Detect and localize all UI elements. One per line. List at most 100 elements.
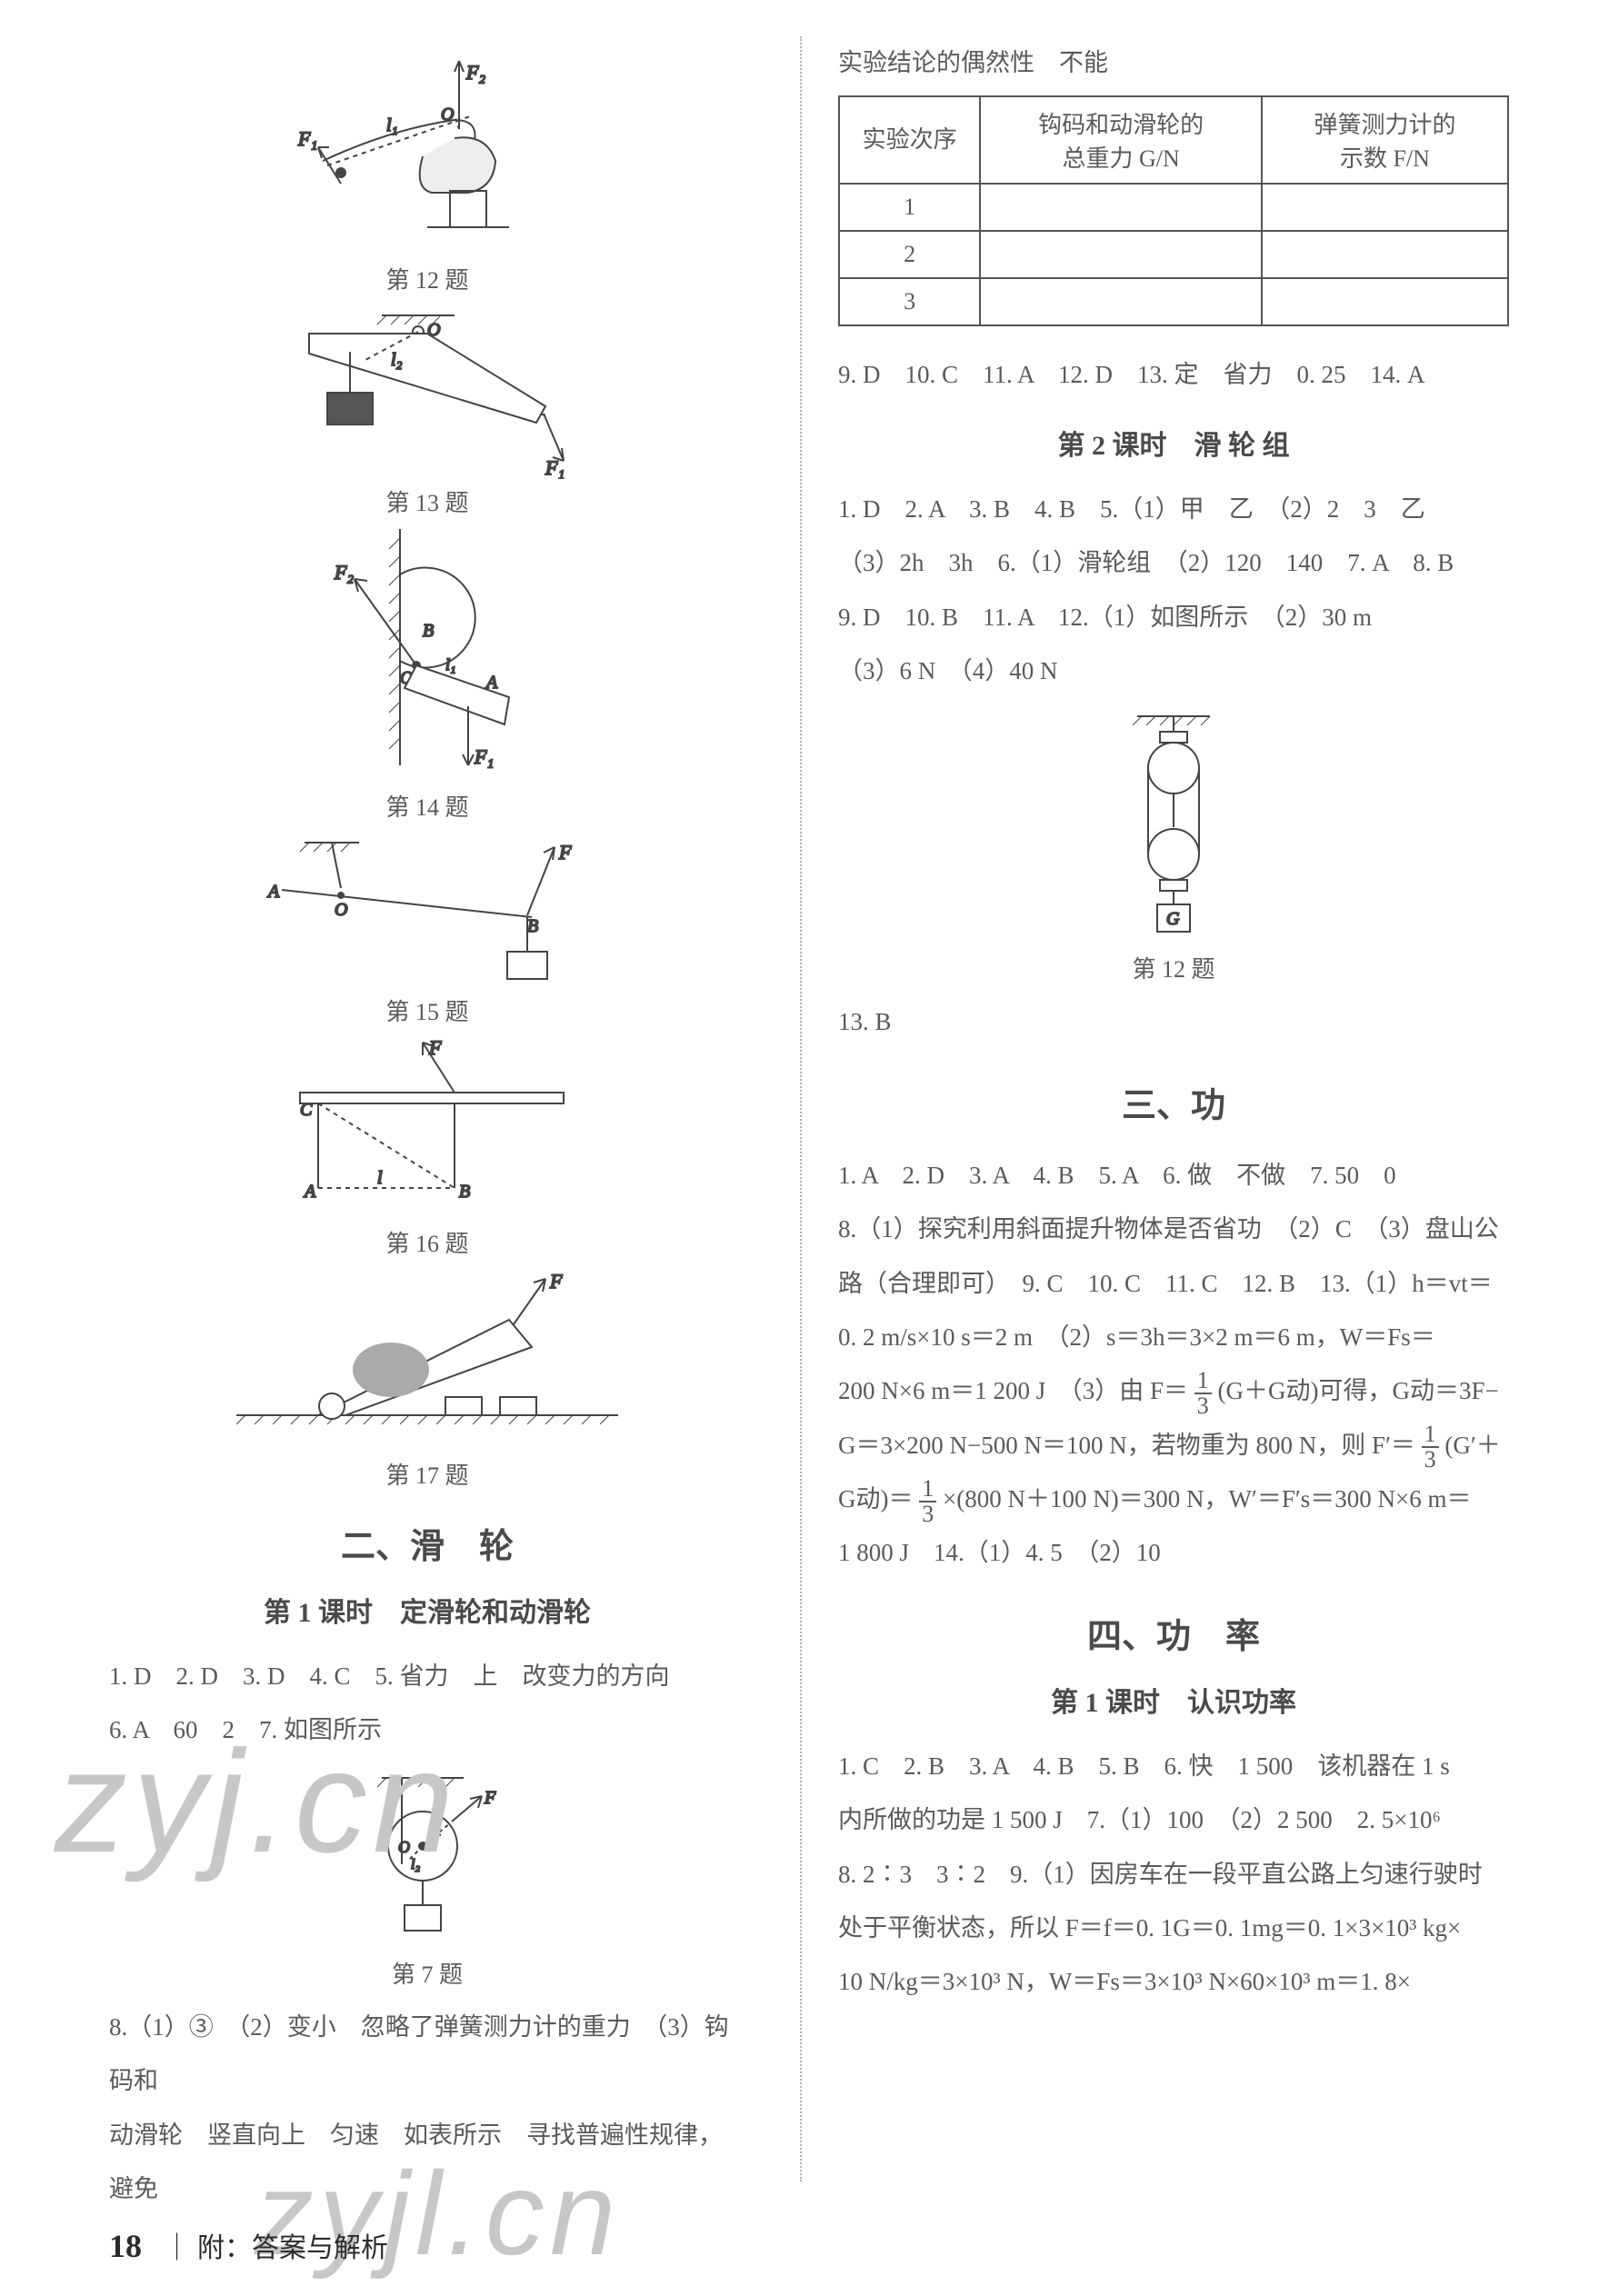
svg-text:A: A	[485, 673, 498, 693]
cell: 1	[839, 184, 980, 231]
table-row: 3	[839, 278, 1508, 325]
answer-line: 1. D 2. A 3. B 4. B 5.（1）甲 乙 （2）2 3 乙	[838, 483, 1509, 536]
svg-text:F₁: F₁	[474, 745, 494, 768]
cart-force-icon: F	[236, 1270, 618, 1452]
svg-text:B: B	[459, 1182, 470, 1202]
answer-line: 1. D 2. D 3. D 4. C 5. 省力 上 改变力的方向	[109, 1650, 745, 1703]
numerator: 1	[1422, 1423, 1439, 1448]
svg-text:G: G	[1166, 909, 1180, 929]
svg-text:F₁: F₁	[297, 127, 317, 150]
answer-line: 9. D 10. B 11. A 12.（1）如图所示 （2）30 m	[838, 591, 1509, 644]
section-3-title: 三、功	[838, 1077, 1509, 1127]
figure-13-caption: 第 13 题	[109, 484, 745, 518]
svg-text:F₁: F₁	[545, 456, 565, 479]
col-header: 钩码和动滑轮的 总重力 G/N	[980, 96, 1262, 184]
figure-12: F₂ F₁ l₁ O 第 12 题	[109, 47, 745, 295]
section-2-title: 二、滑 轮	[109, 1518, 745, 1568]
experiment-table: 实验次序 钩码和动滑轮的 总重力 G/N 弹簧测力计的 示数 F/N 1 2 3	[838, 95, 1509, 326]
figure-12-right-caption: 第 12 题	[838, 951, 1509, 984]
col-header-text: 钩码和动滑轮的 总重力 G/N	[1038, 112, 1204, 172]
fraction: 13	[1422, 1423, 1439, 1472]
figure-12-caption: 第 12 题	[109, 262, 745, 295]
fraction: 13	[919, 1477, 936, 1526]
svg-text:F: F	[484, 1788, 496, 1808]
svg-text:A: A	[266, 882, 280, 902]
svg-text:F₂: F₂	[334, 561, 354, 584]
cell: 2	[839, 231, 980, 278]
answer-line: 1 800 J 14.（1）4. 5 （2）10	[838, 1526, 1509, 1580]
figure-16: F C A B l 第 16 题	[109, 1038, 745, 1259]
page-number: 18	[109, 2228, 142, 2264]
answer-line: G＝3×200 N−500 N＝100 N，若物重为 800 N，则 F′＝ 1…	[838, 1419, 1509, 1472]
lever-crane-icon: O l₂ F₁	[273, 306, 582, 479]
lesson-1-title: 第 1 课时 定滑轮和动滑轮	[109, 1590, 745, 1630]
figure-7-caption: 第 7 题	[109, 1956, 745, 1990]
text-fragment: (G＋G动)可得，G动＝3F−	[1218, 1377, 1499, 1404]
figure-13: O l₂ F₁ 第 13 题	[109, 306, 745, 518]
answer-line: 6. A 60 2 7. 如图所示	[109, 1703, 745, 1757]
footer-sep: ｜	[164, 2233, 191, 2263]
answer-line: （3）2h 3h 6.（1）滑轮组 （2）120 140 7. A 8. B	[838, 536, 1509, 590]
text-fragment: 200 N×6 m＝1 200 J （3）由 F＝	[838, 1377, 1188, 1404]
answer-line: 实验结论的偶然性 不能	[838, 36, 1509, 90]
svg-text:F₂: F₂	[465, 61, 485, 84]
pulley-block-icon: G	[1110, 709, 1237, 945]
answer-line: 处于平衡状态，所以 F＝f＝0. 1G＝0. 1mg＝0. 1×3×10³ kg…	[838, 1902, 1509, 1955]
svg-text:O: O	[335, 900, 347, 920]
pulley-single-icon: O l₁ l₂ F	[336, 1769, 518, 1951]
footer-label: 附：答案与解析	[197, 2233, 388, 2263]
answer-line: 10 N/kg＝3×10³ N，W＝Fs＝3×10³ N×60×10³ m＝1.…	[838, 1955, 1509, 2009]
cell	[1262, 184, 1508, 231]
svg-text:F: F	[428, 1038, 442, 1059]
left-column: F₂ F₁ l₁ O 第 12 题	[109, 36, 745, 2181]
text-fragment: G＝3×200 N−500 N＝100 N，若物重为 800 N，则 F′＝	[838, 1432, 1415, 1459]
figure-12-right: G 第 12 题	[838, 709, 1509, 984]
text-fragment: G动)＝	[838, 1485, 914, 1512]
numerator: 1	[919, 1477, 936, 1502]
col-header: 实验次序	[839, 96, 980, 184]
cell	[1262, 231, 1508, 278]
figure-7: O l₁ l₂ F 第 7 题	[109, 1769, 745, 1990]
section-4-title: 四、功 率	[838, 1608, 1509, 1658]
page-footer: 18 ｜ 附：答案与解析	[109, 2225, 388, 2265]
denominator: 3	[1422, 1448, 1439, 1472]
figure-14: B O l₁ F₂ A F₁ 第 14 题	[109, 529, 745, 823]
cell	[980, 184, 1262, 231]
answer-line: 路（合理即可） 9. C 10. C 11. C 12. B 13.（1）h＝v…	[838, 1257, 1509, 1311]
svg-text:l₁: l₁	[432, 1821, 441, 1836]
col-header: 弹簧测力计的 示数 F/N	[1262, 96, 1508, 184]
rod-weight-icon: A O B F	[255, 834, 600, 988]
lesson-4-1-title: 第 1 课时 认识功率	[838, 1680, 1509, 1720]
svg-text:A: A	[303, 1182, 316, 1202]
right-column: 实验结论的偶然性 不能 实验次序 钩码和动滑轮的 总重力 G/N 弹簧测力计的 …	[800, 36, 1509, 2181]
answer-line: G动)＝ 13 ×(800 N＋100 N)＝300 N，W′＝F′s＝300 …	[838, 1472, 1509, 1526]
svg-text:F: F	[558, 841, 572, 863]
table-header-row: 实验次序 钩码和动滑轮的 总重力 G/N 弹簧测力计的 示数 F/N	[839, 96, 1508, 184]
svg-text:F: F	[549, 1270, 563, 1293]
answer-line: 8.（1）探究利用斜面提升物体是否省功 （2）C （3）盘山公	[838, 1203, 1509, 1256]
answer-line: 8. 2∶3 3∶2 9.（1）因房车在一段平直公路上匀速行驶时	[838, 1848, 1509, 1902]
col-header-text: 弹簧测力计的 示数 F/N	[1314, 112, 1455, 172]
answer-line: 9. D 10. C 11. A 12. D 13. 定 省力 0. 25 14…	[838, 348, 1509, 402]
lever-pump-icon: F₂ F₁ l₁ O	[291, 47, 564, 256]
svg-text:l₁: l₁	[445, 655, 455, 674]
denominator: 3	[919, 1502, 936, 1526]
wall-lever-icon: B O l₁ F₂ A F₁	[300, 529, 555, 784]
answer-line: 13. B	[838, 995, 1509, 1049]
figure-15-caption: 第 15 题	[109, 993, 745, 1027]
text-fragment: (G′＋	[1444, 1432, 1500, 1459]
numerator: 1	[1194, 1369, 1212, 1394]
lesson-2-title: 第 2 课时 滑 轮 组	[838, 423, 1509, 463]
answer-line: （3）6 N （4）40 N	[838, 644, 1509, 698]
answer-line: 内所做的功是 1 500 J 7.（1）100 （2）2 500 2. 5×10…	[838, 1793, 1509, 1847]
text-fragment: ×(800 N＋100 N)＝300 N，W′＝F′s＝300 N×6 m＝	[943, 1485, 1472, 1512]
svg-text:C: C	[300, 1100, 313, 1120]
svg-text:l₂: l₂	[411, 1857, 420, 1872]
figure-14-caption: 第 14 题	[109, 789, 745, 823]
table-row: 2	[839, 231, 1508, 278]
svg-text:l₂: l₂	[391, 350, 403, 370]
figure-17-caption: 第 17 题	[109, 1457, 745, 1491]
cell: 3	[839, 278, 980, 325]
figure-16-caption: 第 16 题	[109, 1225, 745, 1259]
answer-line: 动滑轮 竖直向上 匀速 如表所示 寻找普遍性规律，避免	[109, 2109, 745, 2217]
